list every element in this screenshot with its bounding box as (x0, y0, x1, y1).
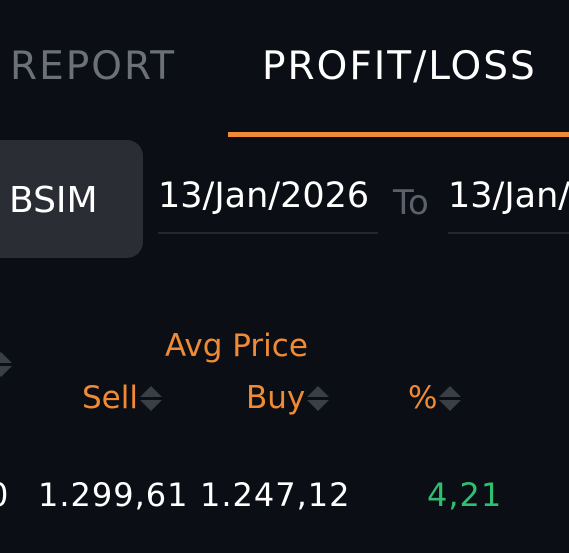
active-tab-indicator (228, 132, 569, 137)
percent-column-header[interactable]: % (408, 380, 462, 416)
sell-column-label: Sell (82, 380, 138, 416)
date-to-field[interactable]: 13/Jan/2026 (448, 176, 569, 234)
sort-icon[interactable] (0, 352, 12, 377)
tab-bar: REPORT PROFIT/LOSS (0, 0, 569, 140)
row-sell-price: 1.299,61 (38, 476, 189, 514)
sort-icon[interactable] (139, 385, 162, 411)
filter-row: BSIM 13/Jan/2026 13/Jan/2026 (0, 140, 569, 260)
table-header: Avg Price Sell Buy % (0, 320, 569, 430)
row-edge-value: 0 (0, 476, 9, 514)
date-from-field[interactable]: 13/Jan/2026 (158, 176, 378, 234)
stock-selector[interactable]: BSIM (0, 140, 143, 258)
date-range-separator: To (393, 183, 429, 223)
row-buy-price: 1.247,12 (200, 476, 351, 514)
stock-code: BSIM (9, 180, 98, 221)
buy-column-header[interactable]: Buy (246, 380, 330, 416)
date-to-value: 13/Jan/2026 (448, 176, 569, 216)
date-from-value: 13/Jan/2026 (158, 176, 370, 216)
sell-column-header[interactable]: Sell (82, 380, 162, 416)
table-row[interactable]: 0 1.299,61 1.247,12 4,21 (0, 476, 569, 526)
percent-column-label: % (408, 380, 438, 416)
tab-profit-loss[interactable]: PROFIT/LOSS (262, 44, 537, 89)
avg-price-group-label: Avg Price (165, 328, 308, 364)
tab-report[interactable]: REPORT (10, 44, 177, 89)
row-percent: 4,21 (427, 476, 503, 514)
buy-column-label: Buy (246, 380, 306, 416)
sort-icon[interactable] (439, 385, 462, 411)
sort-icon[interactable] (307, 385, 330, 411)
